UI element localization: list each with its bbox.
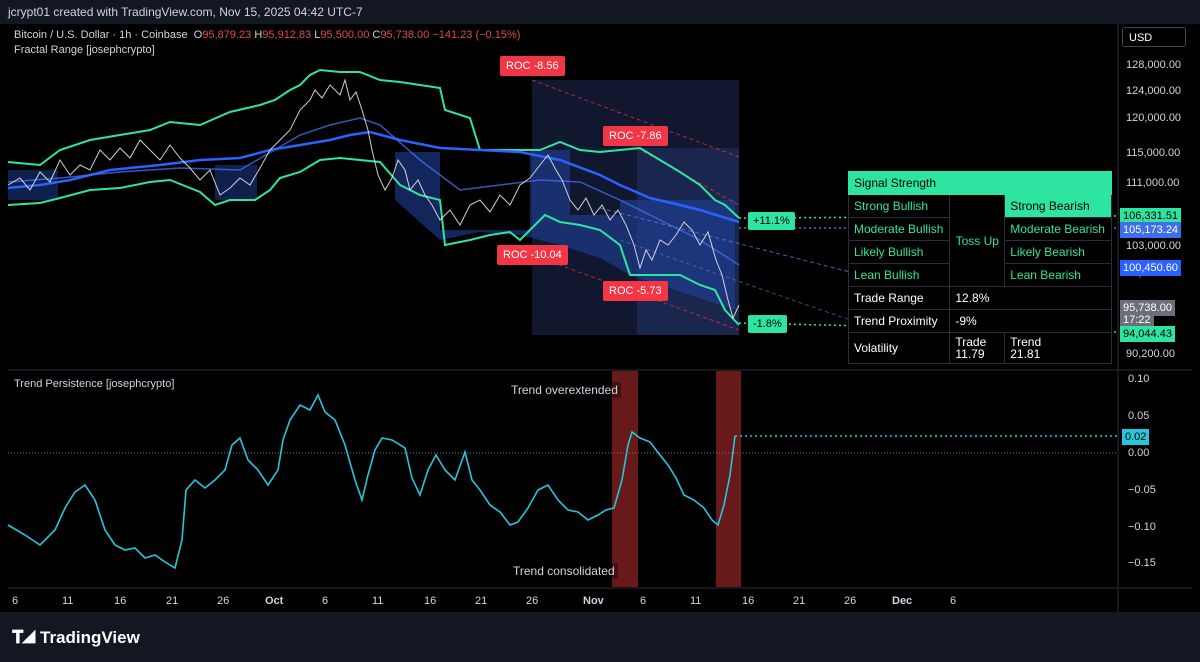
roc-label: ROC -10.04 (497, 245, 568, 265)
time-tick: 26 (844, 595, 857, 607)
price-tick: 103,000.00 (1126, 240, 1182, 252)
tradingview-logo[interactable]: 𝐓◢ TradingView (12, 627, 140, 648)
roc-label: ROC -7.86 (603, 126, 668, 146)
high-value: 95,912.83 (262, 29, 312, 41)
time-tick: 26 (217, 595, 230, 607)
range-percent-upper: +11.1% (748, 212, 795, 230)
roc-label: ROC -5.73 (603, 281, 668, 301)
volatility-trade: Trade 11.79 (949, 332, 1006, 364)
tradingview-mark-icon: 𝐓◢ (12, 627, 36, 647)
annotation-consolidated: Trend consolidated (510, 563, 618, 579)
persistence-tick: 0.10 (1128, 373, 1150, 385)
annotation-overextended: Trend overextended (508, 382, 621, 398)
price-tick: 90,200.00 (1126, 348, 1175, 360)
persistence-tick: 0.00 (1128, 447, 1150, 459)
volatility-trade-label: Trade (955, 335, 987, 349)
projection-line-mid (599, 207, 851, 273)
trend-persistence-line (7, 393, 736, 570)
persistence-tick: −0.15 (1128, 557, 1156, 569)
projection-line-low (619, 239, 851, 321)
high-key: H (254, 29, 263, 41)
price-tick: 115,000.00 (1126, 147, 1181, 159)
time-tick-month: Dec (892, 595, 913, 607)
time-tick: 6 (12, 595, 19, 607)
time-tick: 21 (166, 595, 179, 607)
persistence-tick: 0.05 (1128, 410, 1150, 422)
time-tick: 6 (322, 595, 329, 607)
low-value: 95,500.00 (320, 29, 370, 41)
persistence-tick: −0.10 (1128, 521, 1156, 533)
signal-likely-bearish: Likely Bearish (1004, 240, 1112, 264)
signal-strong-bearish: Strong Bearish (1004, 194, 1112, 218)
time-tick: 6 (640, 595, 647, 607)
signal-moderate-bearish: Moderate Bearish (1004, 217, 1112, 241)
close-key: C (372, 29, 381, 41)
trend-proximity-label: Trend Proximity (847, 309, 951, 333)
roc-channel-lower (531, 254, 740, 331)
time-tick: 11 (62, 595, 74, 607)
fractal-trend-line (7, 130, 740, 224)
price-tick: 128,000.00 (1126, 59, 1182, 71)
signal-lean-bullish: Lean Bullish (847, 263, 951, 287)
roc-label: ROC -8.56 (500, 56, 565, 76)
persistence-tick: −0.05 (1128, 484, 1156, 496)
brand-name: TradingView (40, 627, 140, 647)
signal-moderate-bullish: Moderate Bullish (847, 217, 951, 241)
time-tick: 16 (742, 595, 755, 607)
symbol-name: Bitcoin / U.S. Dollar · 1h · Coinbase (14, 29, 188, 41)
indicator-legend-fractal[interactable]: Fractal Range [josephcrypto] (14, 44, 155, 56)
time-tick: 21 (475, 595, 488, 607)
time-tick: 16 (114, 595, 127, 607)
signal-likely-bullish: Likely Bullish (847, 240, 951, 264)
signal-toss-up: Toss Up (949, 194, 1006, 287)
price-tag-lower: 94,044.43 (1120, 326, 1175, 342)
time-tick-month: Oct (265, 595, 284, 607)
fractal-mid-line (7, 117, 740, 266)
open-key: O (193, 29, 203, 41)
volatility-trend-value: 21.81 (1010, 347, 1041, 361)
change-value: −141.23 (−0.15%) (432, 29, 521, 41)
symbol-legend[interactable]: Bitcoin / U.S. Dollar · 1h · Coinbase O9… (14, 29, 520, 41)
signal-strength-table: Signal Strength Strong Bullish Toss Up S… (847, 171, 1112, 364)
price-tick: 111,000.00 (1126, 177, 1180, 189)
price-tag-countdown: 17:22 (1120, 312, 1154, 328)
indicator-legend-persistence[interactable]: Trend Persistence [josephcrypto] (14, 378, 175, 390)
time-tick: 26 (526, 595, 539, 607)
attribution-bar: jcrypt01 created with TradingView.com, N… (0, 0, 1200, 24)
volatility-trend: Trend 21.81 (1004, 332, 1112, 364)
time-tick: 16 (424, 595, 437, 607)
time-tick: 11 (372, 595, 384, 607)
roc-channel-upper (531, 79, 740, 158)
price-series (7, 78, 740, 320)
currency-button[interactable]: USD (1122, 27, 1186, 47)
signal-table-title: Signal Strength (848, 171, 1112, 195)
price-tick: 124,000.00 (1126, 85, 1182, 97)
price-tag-mid: 100,450.60 (1120, 260, 1182, 276)
open-value: 95,879.23 (202, 29, 252, 41)
attribution-text: jcrypt01 created with TradingView.com, N… (8, 5, 363, 19)
time-tick: 21 (793, 595, 806, 607)
close-value: 95,738.00 (380, 29, 430, 41)
trade-range-label: Trade Range (847, 286, 951, 310)
volatility-label: Volatility (847, 332, 951, 364)
time-tick-month: Nov (583, 595, 604, 607)
time-tick: 6 (950, 595, 957, 607)
low-key: L (314, 29, 321, 41)
signal-strong-bullish: Strong Bullish (847, 194, 951, 218)
time-tick: 11 (690, 595, 702, 607)
fractal-band-fill (395, 150, 735, 310)
trend-proximity-value: -9% (949, 309, 1112, 333)
trade-range-value: 12.8% (949, 286, 1112, 310)
price-tag-upper: 106,331.51 (1120, 208, 1182, 224)
fractal-upper-band (7, 68, 740, 219)
price-tag-trend: 105,173.24 (1120, 222, 1182, 238)
volatility-trade-value: 11.79 (955, 347, 985, 361)
footer-bar (0, 612, 1200, 662)
price-tick: 120,000.00 (1126, 112, 1182, 124)
range-percent-lower: -1.8% (748, 315, 787, 333)
volatility-trend-label: Trend (1010, 335, 1042, 349)
persistence-value-tag: 0.02 (1122, 429, 1150, 445)
highlight-overextended-1 (612, 371, 638, 587)
signal-lean-bearish: Lean Bearish (1004, 263, 1112, 287)
